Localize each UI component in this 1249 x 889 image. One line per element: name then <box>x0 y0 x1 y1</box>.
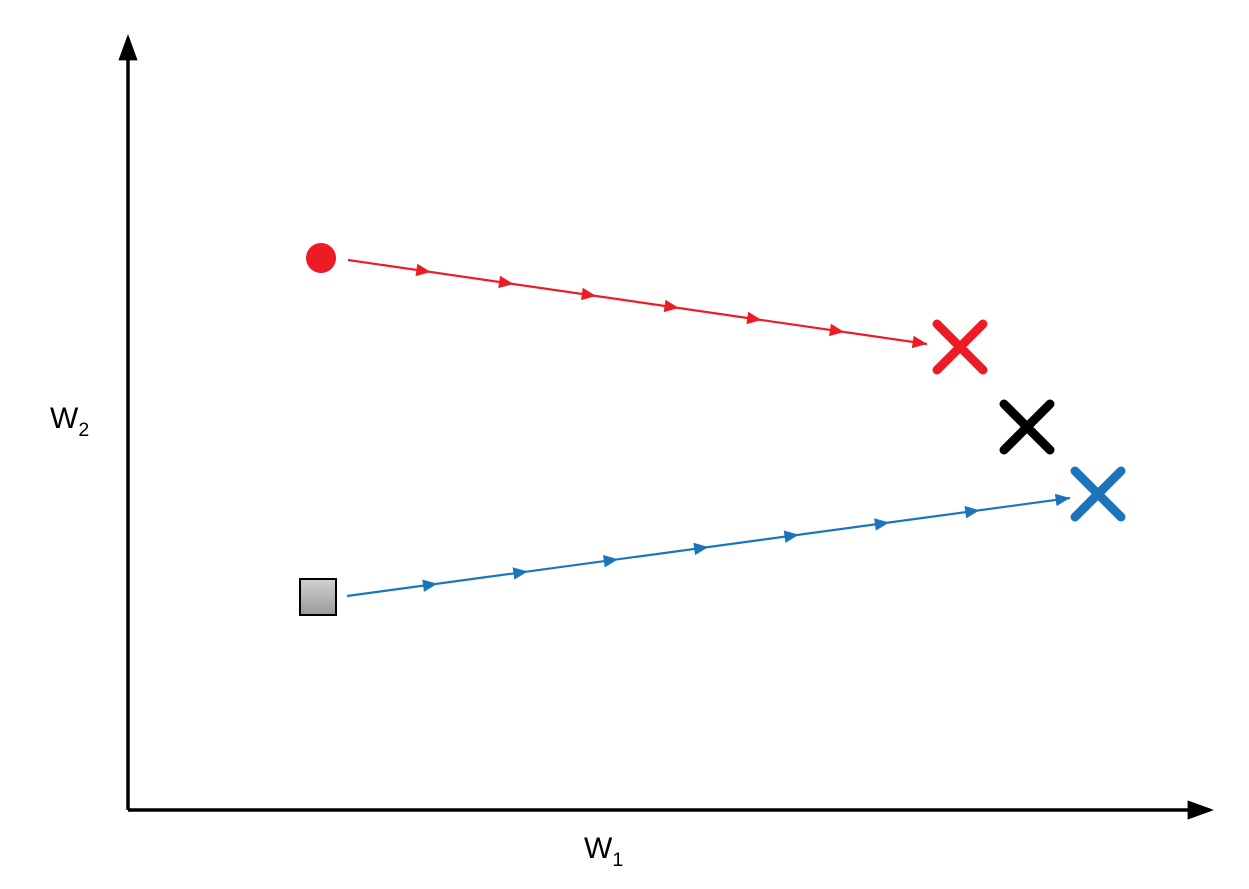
diagram-svg: W1W2 <box>0 0 1249 889</box>
chart-container: W1W2 <box>0 0 1249 889</box>
